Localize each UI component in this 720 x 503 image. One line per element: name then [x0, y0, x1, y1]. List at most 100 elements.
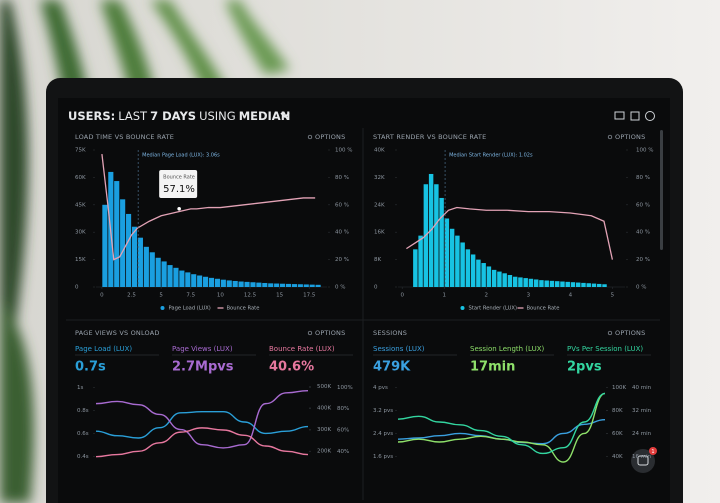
y-tick-label: 80 %	[335, 175, 349, 181]
y-tick-label: 100 %	[636, 148, 653, 154]
options-button[interactable]: OPTIONS	[315, 133, 345, 141]
bar	[602, 284, 607, 287]
series-line	[95, 389, 309, 449]
y-tick-label: 0.6s	[77, 431, 89, 437]
x-tick-label: 2	[485, 293, 489, 299]
y-tick-label: 0	[374, 285, 378, 291]
bar	[137, 237, 143, 287]
y-tick-label: 100 %	[335, 148, 352, 154]
options-icon	[307, 330, 313, 336]
legend-label: Bounce Rate	[527, 306, 560, 312]
kpi-value: 2.7Mpvs	[172, 360, 234, 375]
bar	[208, 277, 215, 287]
bar	[297, 284, 303, 287]
y-tick-label: 40%	[337, 449, 349, 455]
bounce-line	[406, 206, 614, 260]
y-tick-label: 40K	[612, 454, 623, 460]
screen	[58, 98, 670, 503]
dropdown-icon[interactable]	[280, 112, 290, 119]
y-tick-label: 80K	[612, 408, 623, 414]
bar	[291, 284, 297, 287]
kpi-value: 17min	[470, 360, 515, 375]
y-tick-label: 60%	[337, 428, 349, 434]
kpi-label: Sessions (LUX)	[373, 345, 425, 353]
y-tick-label: 100K	[612, 385, 626, 391]
bar	[539, 280, 544, 287]
badge-count: 1	[651, 449, 654, 455]
bar	[238, 281, 244, 287]
y-tick-label: 20 %	[335, 257, 349, 263]
help-icon[interactable]	[645, 111, 655, 121]
median-label: Median Start Render (LUX): 1.02s	[449, 153, 533, 159]
kpi-value: 2pvs	[567, 360, 602, 375]
bar	[554, 281, 560, 287]
panel-title: PAGE VIEWS VS ONLOAD	[75, 329, 160, 337]
header-part: LAST	[118, 109, 148, 123]
bar	[544, 280, 549, 287]
bar	[250, 282, 256, 287]
image-icon[interactable]	[630, 111, 640, 121]
tooltip-value: 57.1%	[163, 184, 195, 195]
bar	[449, 228, 455, 287]
x-tick-label: 1	[442, 293, 446, 299]
bar	[268, 283, 274, 287]
y-tick-label: 60K	[75, 175, 86, 181]
y-tick-label: 3.2 pvs	[373, 408, 393, 414]
header-part: MEDIAN	[239, 109, 291, 123]
options-button[interactable]: OPTIONS	[615, 133, 645, 141]
bar	[226, 280, 232, 287]
legend-swatch	[160, 306, 165, 310]
series-line	[397, 392, 606, 463]
options-button[interactable]: OPTIONS	[315, 329, 345, 337]
y-tick-label: 24 min	[632, 431, 652, 437]
badge	[649, 447, 657, 455]
header-title: USERS: LAST 7 DAYS USING MEDIAN	[68, 109, 290, 123]
options-button[interactable]: OPTIONS	[615, 329, 645, 337]
bar	[597, 283, 602, 287]
bar	[173, 267, 179, 287]
x-tick-label: 17.5	[303, 293, 316, 299]
bar	[214, 278, 220, 287]
chat-button[interactable]	[631, 449, 655, 473]
bar	[581, 282, 586, 287]
bar	[533, 279, 539, 287]
bar	[114, 181, 120, 287]
monitor-icon[interactable]	[614, 111, 625, 120]
y-tick-label: 40 %	[335, 230, 349, 236]
options-icon	[607, 330, 613, 336]
bar	[512, 276, 518, 287]
series-line	[95, 427, 309, 458]
bar	[143, 246, 149, 287]
bar	[120, 199, 126, 287]
y-tick-label: 1s	[77, 385, 83, 391]
y-tick-label: 60 %	[335, 202, 349, 208]
y-tick-label: 16 min	[632, 454, 652, 460]
legend-label: Start Render (LUX)	[469, 306, 517, 312]
options-icon	[607, 134, 613, 140]
bar	[444, 218, 450, 287]
y-tick-label: 0.8s	[77, 408, 89, 414]
bar	[303, 284, 309, 287]
y-tick-label: 300K	[317, 427, 331, 433]
options-icon	[307, 134, 313, 140]
bar	[149, 252, 155, 287]
x-tick-label: 4	[569, 293, 573, 299]
bar	[591, 283, 597, 287]
kpi-label: Page Views (LUX)	[172, 345, 233, 353]
bar	[102, 204, 108, 287]
kpi-label: Page Load (LUX)	[75, 345, 132, 353]
scrollbar[interactable]	[660, 130, 663, 250]
y-tick-label: 200K	[317, 449, 331, 455]
chat-icon	[637, 455, 649, 466]
bar	[185, 272, 191, 287]
y-tick-label: 1.6 pvs	[373, 454, 393, 460]
bar	[518, 277, 523, 287]
x-tick-label: 5	[159, 293, 163, 299]
y-tick-label: 15K	[75, 257, 86, 263]
bar	[232, 280, 238, 287]
bar	[491, 269, 497, 287]
y-tick-label: 40 %	[636, 230, 650, 236]
bar	[528, 278, 534, 287]
y-tick-label: 45K	[75, 202, 86, 208]
bar	[309, 284, 315, 287]
